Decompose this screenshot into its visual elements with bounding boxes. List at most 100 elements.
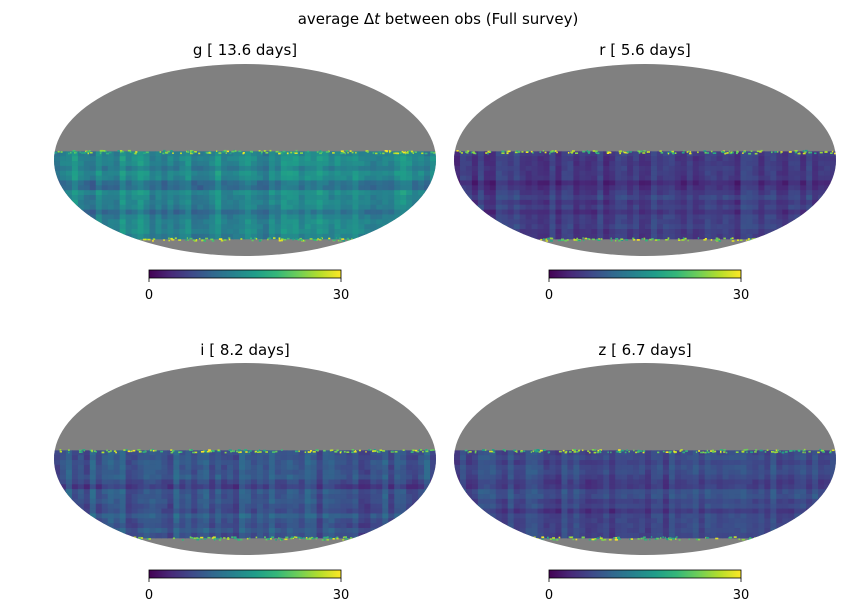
map-cell [454, 450, 461, 456]
map-cell [233, 229, 240, 235]
map-cell [507, 209, 515, 216]
map-cell [513, 151, 521, 157]
map-cell [95, 224, 103, 230]
map-cell [233, 170, 240, 177]
mollweide-map [454, 64, 836, 256]
map-cell [382, 219, 389, 225]
map-cell [662, 219, 670, 225]
map-cell [101, 494, 109, 500]
map-cell [633, 156, 640, 162]
map-cell [179, 484, 186, 490]
map-cell [603, 229, 610, 235]
map-cell [758, 455, 765, 461]
map-cell [812, 170, 819, 177]
map-cell [113, 479, 121, 485]
map-cell [65, 469, 73, 476]
map-cell [645, 209, 652, 216]
edge-noise-bottom [293, 536, 296, 538]
map-cell [430, 450, 436, 456]
colorbar-tick-min: 0 [145, 288, 153, 303]
map-cell [298, 450, 306, 456]
map-cell [310, 494, 318, 500]
map-cell [262, 229, 270, 235]
map-cell [310, 175, 318, 182]
map-cell [113, 151, 121, 157]
map-cell [382, 532, 389, 539]
map-cell [137, 479, 145, 485]
map-cell [191, 233, 198, 240]
map-cell [633, 484, 640, 490]
map-cell [179, 170, 186, 177]
map-cell [394, 455, 401, 461]
map-cell [418, 460, 425, 466]
map-cell [370, 190, 377, 196]
map-cell [656, 479, 664, 485]
map-cell [465, 204, 473, 211]
map-cell [692, 185, 700, 191]
map-cell [818, 195, 825, 201]
edge-noise-top [353, 451, 357, 453]
map-cell [412, 161, 419, 167]
edge-noise-bottom [459, 239, 463, 242]
map-cell [764, 474, 771, 481]
map-cell [752, 455, 760, 461]
map-cell [233, 469, 240, 476]
map-cell [107, 484, 115, 490]
map-cell [561, 224, 569, 230]
map-cell [734, 229, 742, 235]
map-cell [292, 151, 300, 157]
map-cell [459, 170, 467, 177]
edge-noise-top [102, 150, 106, 152]
map-cell [233, 156, 240, 162]
map-cell [161, 175, 169, 182]
map-cell [645, 180, 652, 186]
map-cell [107, 180, 115, 186]
map-cell [519, 199, 527, 206]
map-cell [609, 229, 616, 235]
map-cell [656, 474, 664, 481]
map-cell [639, 233, 646, 240]
map-cell [334, 484, 342, 490]
edge-noise-bottom [174, 237, 177, 239]
edge-noise-top [275, 150, 279, 153]
map-cell [531, 484, 539, 490]
map-cell [561, 494, 569, 500]
edge-noise-bottom [152, 238, 156, 240]
map-cell [382, 156, 389, 162]
edge-noise-bottom [315, 239, 318, 241]
map-cell [573, 170, 580, 177]
map-cell [298, 180, 306, 186]
map-cell [71, 156, 79, 162]
map-cell [770, 469, 777, 476]
map-cell [340, 190, 348, 196]
map-cell [465, 209, 473, 216]
map-cell [770, 464, 777, 471]
map-cell [740, 484, 748, 490]
map-cell [698, 224, 706, 230]
map-cell [95, 528, 103, 534]
map-cell [591, 165, 598, 172]
map-cell [364, 460, 371, 466]
edge-noise-bottom [373, 238, 376, 241]
map-cell [167, 214, 174, 220]
map-cell [191, 229, 198, 235]
map-cell [668, 455, 676, 461]
map-cell [209, 185, 216, 191]
map-cell [471, 156, 479, 162]
map-cell [316, 455, 324, 461]
map-cell [352, 233, 360, 240]
map-cell [674, 460, 682, 466]
map-cell [812, 204, 819, 211]
edge-noise-top [640, 150, 643, 153]
map-cell [543, 190, 551, 196]
map-cell [639, 450, 646, 456]
edge-noise-bottom [306, 538, 309, 540]
map-cell [292, 455, 300, 461]
map-cell [89, 455, 97, 461]
map-cell [537, 229, 545, 235]
map-cell [334, 224, 342, 230]
map-cell [513, 464, 521, 471]
map-cell [818, 469, 825, 476]
edge-noise-bottom [767, 238, 769, 241]
map-cell [465, 185, 473, 191]
